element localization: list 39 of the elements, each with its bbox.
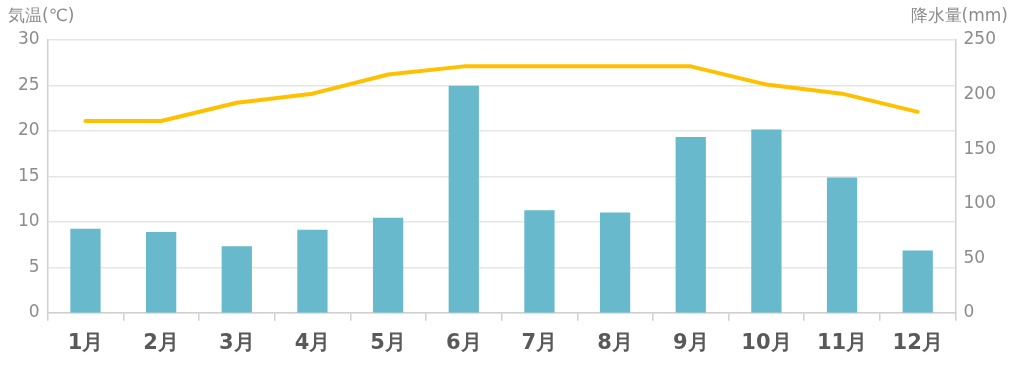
x-tick-label: 2月 [143, 329, 179, 354]
x-tick-label: 12月 [892, 329, 943, 354]
y2-tick-label: 100 [963, 192, 997, 213]
bar [751, 129, 782, 313]
bar [145, 232, 177, 313]
y-axis-title: 気温(℃) [8, 4, 75, 25]
x-tick-label: 3月 [218, 329, 255, 354]
y-tick-label: 10 [17, 210, 40, 231]
x-tick-label: 8月 [597, 329, 633, 354]
bar [372, 217, 404, 313]
y-tick-label: 30 [17, 28, 40, 49]
bar [297, 229, 328, 313]
y2-tick-label: 150 [963, 137, 997, 158]
x-tick-label: 7月 [521, 329, 558, 354]
bar [221, 246, 252, 313]
bar [70, 228, 101, 313]
y2-axis-title: 降水量(mm) [910, 4, 1008, 25]
y-tick-label: 25 [17, 73, 40, 94]
y2-tick-label: 200 [963, 82, 997, 103]
x-tick-label: 5月 [370, 329, 406, 354]
x-tick-label: 9月 [672, 329, 709, 354]
bar [524, 210, 555, 313]
y2-tick-label: 250 [963, 28, 997, 49]
y-tick-label: 5 [28, 255, 40, 276]
y-tick-label: 20 [17, 119, 40, 140]
x-tick-label: 4月 [294, 329, 331, 354]
y-tick-label: 0 [28, 301, 40, 322]
x-tick-label: 11月 [816, 329, 868, 354]
x-tick-label: 1月 [67, 329, 104, 354]
y-tick-label: 15 [17, 164, 40, 185]
bar [448, 85, 479, 313]
bar [826, 177, 858, 313]
y2-tick-label: 0 [963, 301, 975, 322]
y2-tick-label: 50 [963, 246, 986, 267]
x-tick-label: 10月 [741, 329, 792, 354]
x-tick-label: 6月 [445, 329, 482, 354]
bar [902, 250, 933, 313]
bar [599, 212, 631, 313]
bar [675, 137, 706, 313]
